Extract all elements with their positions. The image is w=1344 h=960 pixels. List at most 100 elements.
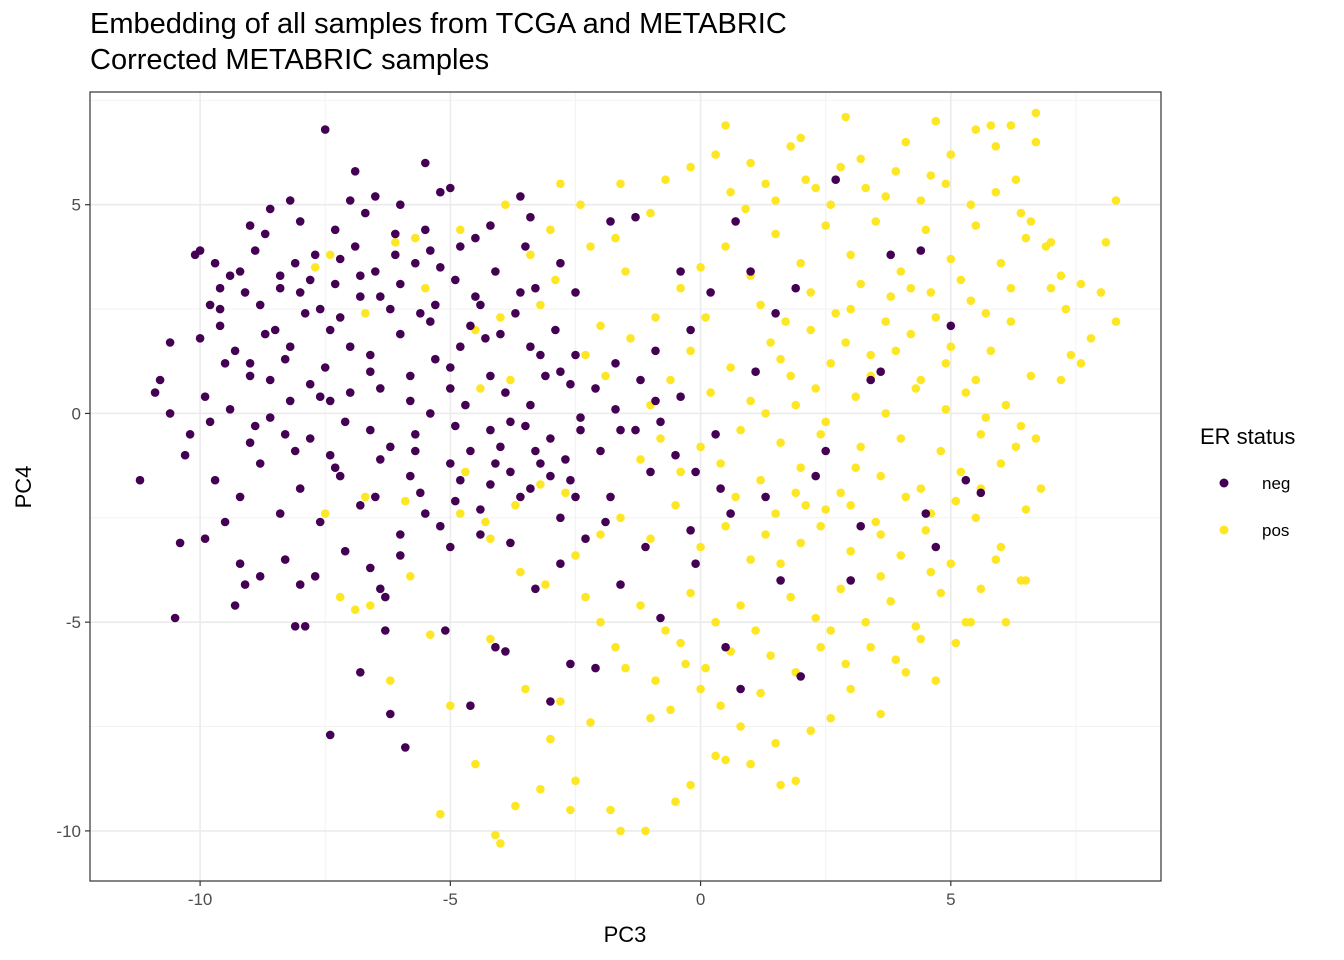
point-pos: [726, 187, 735, 197]
point-neg: [406, 396, 415, 406]
point-pos: [916, 634, 926, 644]
point-neg: [921, 509, 931, 518]
point-pos: [386, 676, 395, 685]
point-neg: [796, 672, 805, 681]
point-neg: [350, 242, 360, 251]
point-neg: [476, 530, 485, 539]
point-pos: [756, 300, 765, 310]
point-neg: [711, 430, 720, 439]
point-neg: [506, 417, 515, 427]
point-neg: [350, 167, 360, 176]
point-pos: [841, 112, 850, 122]
point-neg: [220, 359, 230, 368]
point-pos: [756, 688, 765, 698]
point-pos: [596, 321, 605, 331]
point-neg: [295, 217, 305, 226]
x-axis-title: PC3: [604, 922, 647, 947]
point-pos: [746, 158, 755, 168]
point-neg: [466, 446, 475, 456]
y-tick-label: -5: [66, 613, 81, 632]
point-neg: [381, 592, 390, 602]
point-pos: [671, 797, 680, 806]
point-pos: [461, 467, 470, 477]
point-pos: [846, 684, 855, 694]
point-neg: [330, 463, 340, 473]
point-neg: [476, 300, 485, 310]
point-neg: [200, 392, 210, 402]
point-pos: [636, 601, 645, 610]
point-pos: [521, 684, 530, 694]
point-neg: [421, 225, 430, 235]
point-pos: [776, 438, 785, 448]
point-neg: [225, 271, 235, 281]
point-pos: [586, 242, 595, 251]
point-pos: [606, 805, 615, 815]
point-pos: [966, 296, 976, 306]
point-neg: [676, 267, 685, 276]
point-pos: [911, 622, 921, 631]
point-neg: [531, 584, 540, 594]
point-pos: [811, 384, 820, 393]
point-neg: [255, 572, 265, 581]
point-pos: [896, 434, 906, 443]
point-neg: [260, 329, 270, 339]
point-pos: [676, 638, 685, 648]
point-neg: [230, 346, 240, 356]
point-pos: [1101, 238, 1111, 247]
point-neg: [616, 425, 625, 435]
point-neg: [451, 275, 460, 285]
point-pos: [796, 538, 805, 548]
point-neg: [556, 513, 565, 523]
point-neg: [391, 250, 400, 260]
y-tick-label: 5: [72, 196, 81, 215]
legend-label-pos: pos: [1262, 521, 1289, 540]
point-pos: [496, 313, 505, 322]
point-pos: [1021, 505, 1031, 514]
point-neg: [165, 338, 175, 347]
point-pos: [1086, 334, 1096, 343]
point-pos: [971, 375, 981, 385]
point-pos: [866, 350, 875, 360]
point-neg: [546, 471, 555, 481]
point-neg: [436, 521, 445, 531]
point-pos: [1066, 350, 1076, 360]
point-pos: [991, 187, 1001, 197]
point-pos: [616, 179, 625, 189]
point-neg: [335, 471, 345, 481]
point-pos: [936, 446, 946, 456]
legend-swatch-pos: [1219, 525, 1229, 535]
point-neg: [556, 367, 565, 377]
point-neg: [260, 229, 270, 239]
point-pos: [636, 455, 645, 464]
point-pos: [726, 363, 735, 372]
point-neg: [396, 551, 405, 560]
y-tick-label: -10: [56, 822, 81, 841]
point-neg: [441, 626, 450, 635]
point-pos: [936, 588, 946, 598]
point-pos: [836, 162, 845, 172]
point-neg: [456, 242, 465, 251]
point-neg: [230, 601, 240, 610]
point-pos: [541, 580, 550, 589]
point-neg: [371, 192, 380, 201]
point-pos: [816, 521, 825, 531]
point-pos: [536, 784, 545, 794]
point-pos: [801, 175, 810, 184]
point-neg: [546, 697, 555, 706]
point-pos: [986, 121, 996, 130]
point-neg: [471, 233, 480, 243]
point-pos: [586, 718, 595, 727]
point-pos: [926, 288, 936, 297]
point-neg: [471, 292, 480, 301]
point-pos: [696, 263, 705, 272]
point-neg: [636, 375, 645, 385]
point-neg: [656, 613, 665, 623]
point-neg: [556, 258, 565, 268]
point-neg: [591, 663, 600, 673]
point-pos: [406, 572, 415, 581]
point-pos: [786, 592, 795, 602]
point-neg: [776, 576, 785, 585]
point-pos: [686, 588, 695, 598]
point-pos: [701, 663, 710, 673]
